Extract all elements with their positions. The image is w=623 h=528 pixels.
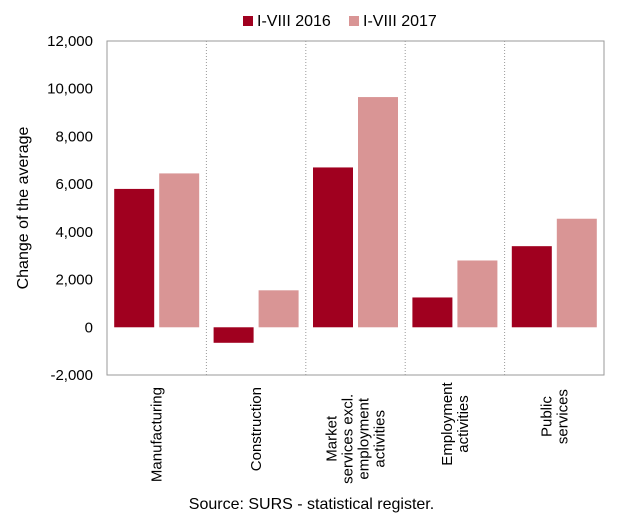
plot-border	[106, 40, 605, 376]
bar-2016	[511, 246, 552, 328]
y-tick-label: 0	[85, 319, 93, 336]
x-tick-label: Employmentactivities	[439, 381, 472, 465]
x-tick-label: Marketservices excl.employmentactivities	[324, 394, 389, 484]
bar-2017	[556, 218, 597, 328]
bar-2017	[457, 260, 498, 328]
y-tick-label: 4,000	[55, 224, 93, 241]
legend-swatch	[243, 16, 253, 26]
y-tick-label: 2,000	[55, 272, 93, 289]
y-tick-label: 6,000	[55, 176, 93, 193]
bar-2016	[412, 297, 453, 328]
y-axis-label: Change of the average	[15, 127, 32, 290]
legend-label: I-VIII 2017	[363, 13, 437, 30]
bar-2017	[258, 290, 299, 328]
y-tick-label: 10,000	[47, 81, 93, 98]
source-note: Source: SURS - statistical register.	[188, 496, 435, 513]
x-tick-label: Publicservices	[538, 389, 571, 444]
bar-2016	[313, 167, 353, 328]
legend-label: I-VIII 2016	[257, 13, 331, 30]
x-tick-label: Construction	[248, 387, 265, 471]
y-tick-label: -2,000	[50, 367, 93, 384]
legend-swatch	[349, 16, 359, 26]
y-tick-label: 12,000	[47, 33, 93, 50]
bar-2016	[213, 327, 254, 343]
x-tick-label: Manufacturing	[149, 387, 166, 482]
bar-2017	[159, 173, 200, 328]
bar-2017	[358, 97, 398, 328]
bar-2016	[114, 188, 155, 328]
y-tick-label: 8,000	[55, 128, 93, 145]
